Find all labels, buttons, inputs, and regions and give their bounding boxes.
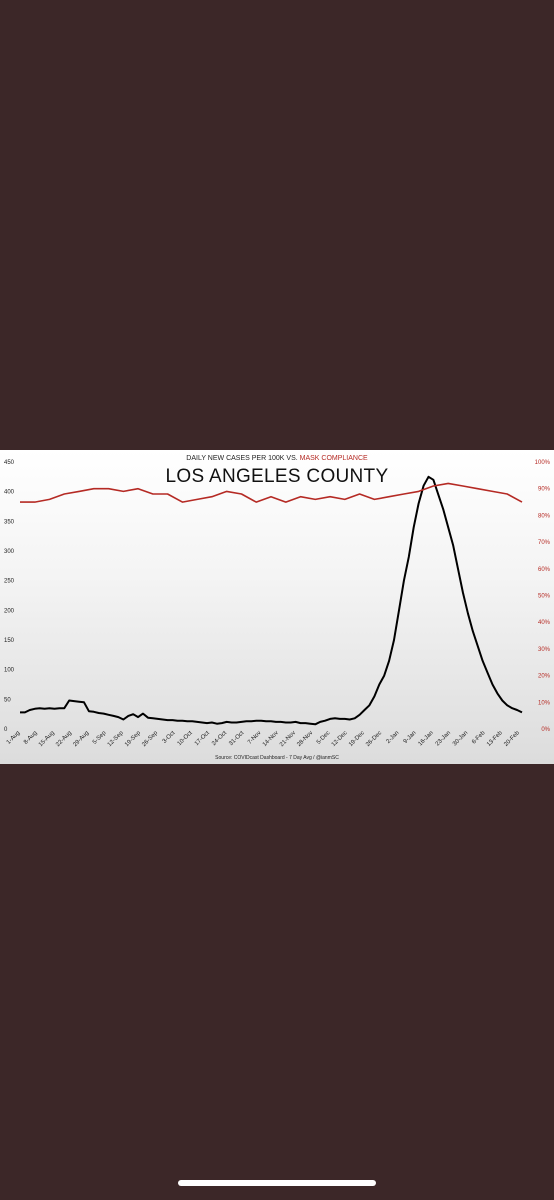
y-right-tick-label: 70% xyxy=(538,540,551,546)
x-tick-label: 14-Nov xyxy=(262,730,280,748)
x-tick-label: 20-Feb xyxy=(503,730,521,748)
x-tick-label: 6-Feb xyxy=(471,730,487,746)
y-right-tick-label: 90% xyxy=(538,487,551,493)
y-right-tick-label: 30% xyxy=(538,647,551,653)
x-tick-label: 5-Sep xyxy=(92,730,108,746)
y-left-tick-label: 100 xyxy=(4,668,15,674)
subtitle-red: MASK COMPLIANCE xyxy=(299,455,368,462)
x-tick-label: 30-Jan xyxy=(452,730,469,747)
chart-plot: 0 50 100 150 200 250 300 350 400 450 0% 10% 20% 30% 40… xyxy=(4,460,551,748)
x-tick-label: 15-Aug xyxy=(38,730,56,748)
x-tick-label: 5-Dec xyxy=(316,730,332,746)
chart-subtitle: DAILY NEW CASES PER 100K VS. MASK COMPLI… xyxy=(0,455,554,462)
y-right-tick-label: 100% xyxy=(535,460,551,466)
y-left-tick-label: 50 xyxy=(4,697,11,703)
y-right-tick-label: 10% xyxy=(538,700,551,706)
y-right-tick-label: 20% xyxy=(538,674,551,680)
x-tick-label: 21-Nov xyxy=(279,730,297,748)
x-tick-label: 2-Jan xyxy=(386,730,401,745)
chart-source: Source: COVIDcast Dashboard - 7 Day Avg … xyxy=(215,755,339,761)
x-tick-label: 23-Jan xyxy=(435,730,452,747)
y-left-tick-label: 400 xyxy=(4,490,15,496)
y-left-tick-label: 150 xyxy=(4,638,15,644)
x-tick-label: 19-Sep xyxy=(124,730,142,748)
x-tick-label: 26-Sep xyxy=(141,730,159,748)
y-right-tick-label: 50% xyxy=(538,594,551,600)
x-tick-label: 12-Sep xyxy=(107,730,125,748)
y-right-tick-label: 0% xyxy=(541,727,550,733)
subtitle-black: DAILY NEW CASES PER 100K VS. xyxy=(186,455,300,462)
x-tick-label: 19-Dec xyxy=(348,730,366,748)
x-tick-label: 28-Nov xyxy=(296,730,314,748)
x-tick-label: 7-Nov xyxy=(247,730,263,746)
y-left-tick-label: 200 xyxy=(4,608,15,614)
y-right-tick-label: 60% xyxy=(538,567,551,573)
daily-cases-line xyxy=(20,475,523,726)
x-tick-label: 31-Oct xyxy=(228,730,245,747)
y-right-tick-label: 80% xyxy=(538,513,551,519)
y-left-tick-label: 250 xyxy=(4,579,15,585)
x-tick-label: 10-Oct xyxy=(177,730,194,747)
x-tick-label: 29-Aug xyxy=(72,730,90,748)
mask-compliance-line xyxy=(20,482,523,503)
x-tick-label: 26-Dec xyxy=(365,730,383,748)
x-tick-label: 3-Oct xyxy=(162,730,177,745)
y-left-tick-label: 0 xyxy=(4,727,8,733)
chart-title: LOS ANGELES COUNTY xyxy=(165,466,389,487)
x-tick-label: 16-Jan xyxy=(418,730,435,747)
y-left-tick-label: 300 xyxy=(4,549,15,555)
home-indicator[interactable] xyxy=(178,1180,376,1186)
x-tick-label: 24-Oct xyxy=(211,730,228,747)
y-left-tick-label: 450 xyxy=(4,460,15,466)
x-tick-label: 1-Aug xyxy=(6,730,22,746)
y-right-tick-label: 40% xyxy=(538,620,551,626)
x-tick-label: 9-Jan xyxy=(403,730,418,745)
x-tick-label: 17-Oct xyxy=(194,730,211,747)
x-tick-label: 13-Feb xyxy=(486,730,504,748)
x-tick-label: 22-Aug xyxy=(55,730,73,748)
y-left-tick-label: 350 xyxy=(4,519,15,525)
x-tick-label: 12-Dec xyxy=(331,730,349,748)
chart-card: 0 50 100 150 200 250 300 350 400 450 0% 10% 20% 30% 40… xyxy=(0,450,554,764)
x-tick-label: 8-Aug xyxy=(23,730,39,746)
